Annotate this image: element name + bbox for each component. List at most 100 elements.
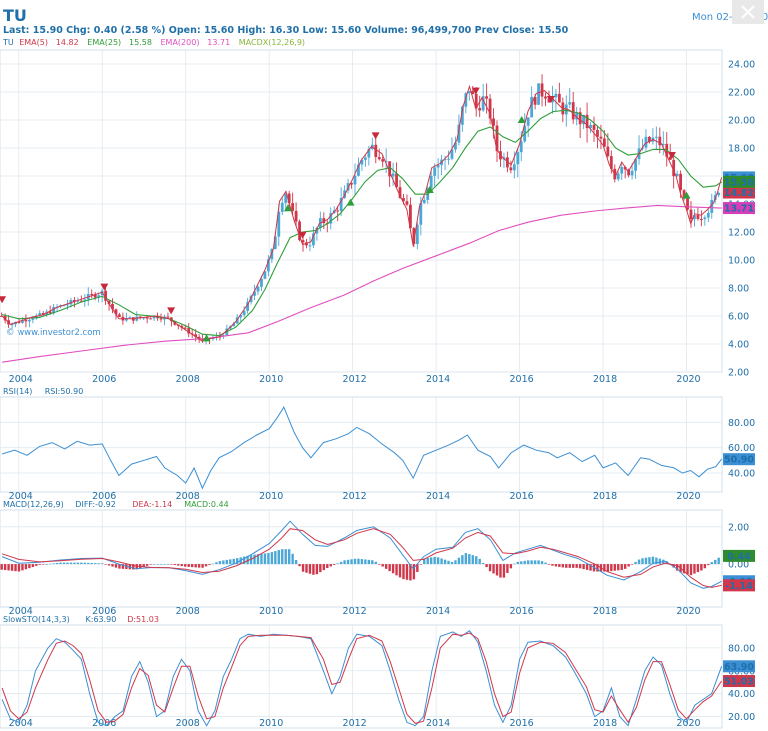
macd-histogram-bar (416, 564, 419, 572)
price-candle (422, 199, 426, 204)
sto-y-tick: 80.00 (728, 643, 755, 654)
macd-histogram-bar (700, 564, 703, 571)
macd-histogram-bar (457, 557, 461, 565)
macd-histogram-bar (610, 564, 613, 572)
macd-histogram-bar (537, 560, 540, 565)
macd-histogram-bar (38, 564, 41, 565)
macd-histogram-bar (180, 564, 183, 567)
price-candle (294, 210, 298, 222)
price-candle (83, 299, 87, 301)
macd-histogram-bar (111, 564, 114, 567)
quote-line: Last: 15.90 Chg: 0.40 (2.58 %) Open: 15.… (3, 25, 569, 36)
price-candle (76, 300, 80, 302)
macd-histogram-bar (391, 564, 395, 574)
macd-histogram-bar (55, 562, 59, 565)
macd-histogram-bar (637, 559, 641, 565)
macd-histogram-bar (121, 564, 125, 569)
price-candle (703, 217, 707, 220)
macd-histogram-bar (339, 561, 343, 565)
macd-histogram-bar (190, 564, 194, 568)
macd-histogram-bar (551, 564, 554, 566)
sto-legend-item: D:51.03 (127, 615, 159, 624)
sto-value-badge-label: 51.03 (724, 677, 754, 688)
price-candle (336, 210, 340, 212)
price-candle (682, 190, 686, 199)
macd-histogram-bar (374, 561, 377, 565)
price-candle (488, 98, 492, 119)
macd-diff-line (1, 520, 722, 589)
macd-histogram-bar (547, 564, 551, 565)
macd-histogram-bar (21, 564, 24, 571)
macd-histogram-bar (641, 558, 644, 565)
rsi-legend-item: RSI:50.90 (45, 387, 84, 396)
macd-histogram-bar (197, 564, 201, 568)
sell-signal-marker (667, 152, 676, 159)
rsi-line (1, 406, 722, 490)
macd-legend-item: MACD:0.44 (184, 500, 229, 509)
macd-histogram-bar (149, 564, 152, 565)
price-legend-item: 13.71 (207, 38, 230, 47)
macd-histogram-bar (478, 558, 481, 565)
price-candle (114, 309, 118, 315)
macd-histogram-bar (623, 564, 627, 569)
macd-histogram-bar (488, 564, 492, 572)
macd-x-tick: 2008 (176, 606, 200, 617)
macd-histogram-bar (173, 564, 177, 566)
macd-histogram-bar (83, 562, 87, 565)
macd-histogram-bar (87, 562, 90, 565)
macd-histogram-bar (42, 564, 45, 565)
rsi-x-tick: 2018 (593, 491, 617, 502)
sto-x-tick: 2008 (176, 718, 200, 729)
price-candle (128, 317, 132, 319)
macd-value-badge (723, 579, 755, 592)
price-candle (672, 159, 676, 177)
macd-histogram-bar (260, 553, 263, 565)
macd-histogram-bar (509, 564, 513, 569)
macd-histogram-bar (371, 560, 374, 565)
price-candle (391, 173, 395, 177)
macd-histogram-bar (10, 564, 14, 571)
macd-histogram-bar (97, 563, 100, 565)
macd-histogram-bar (565, 564, 568, 568)
price-candle (263, 271, 267, 279)
price-candle (557, 93, 561, 103)
macd-histogram-bar (346, 559, 350, 565)
macd-histogram-bar (499, 564, 502, 578)
price-candle (260, 278, 263, 287)
rsi-x-tick: 2008 (176, 491, 200, 502)
rsi-y-tick: 80.00 (728, 418, 755, 429)
macd-histogram-bar (66, 562, 69, 565)
price-candle (568, 102, 572, 105)
sto-x-tick: 2006 (92, 718, 116, 729)
price-candle (232, 323, 236, 327)
price-candle (585, 114, 589, 129)
price-candle (291, 203, 295, 211)
price-candle (710, 199, 714, 213)
price-candle (73, 300, 76, 302)
price-legend-item: EMA(25) (87, 38, 121, 47)
price-y-tick: 6.00 (728, 312, 749, 323)
price-candle (52, 307, 56, 314)
price-x-tick: 2020 (676, 374, 700, 385)
price-candle (596, 129, 599, 137)
macd-x-tick: 2016 (509, 606, 533, 617)
price-candle (571, 102, 575, 120)
macd-histogram-bar (703, 564, 707, 569)
macd-histogram-bar (104, 564, 107, 565)
price-candle (346, 183, 350, 191)
close-button[interactable] (732, 0, 764, 24)
rsi-x-tick: 2004 (9, 491, 33, 502)
price-candle (485, 96, 489, 99)
macd-histogram-bar (236, 558, 239, 565)
price-candle (357, 164, 360, 176)
macd-histogram-bar (357, 558, 360, 565)
macd-histogram-bar (7, 564, 10, 571)
rsi-value-badge-label: 50.90 (724, 455, 754, 466)
macd-histogram-bar (142, 564, 145, 567)
price-legend-item: MACDX(12,26,9) (239, 38, 305, 47)
price-candle (519, 141, 523, 153)
price-candle (149, 318, 153, 320)
macd-histogram-bar (450, 561, 454, 565)
price-value-badge (723, 202, 755, 215)
price-candle (589, 124, 592, 129)
